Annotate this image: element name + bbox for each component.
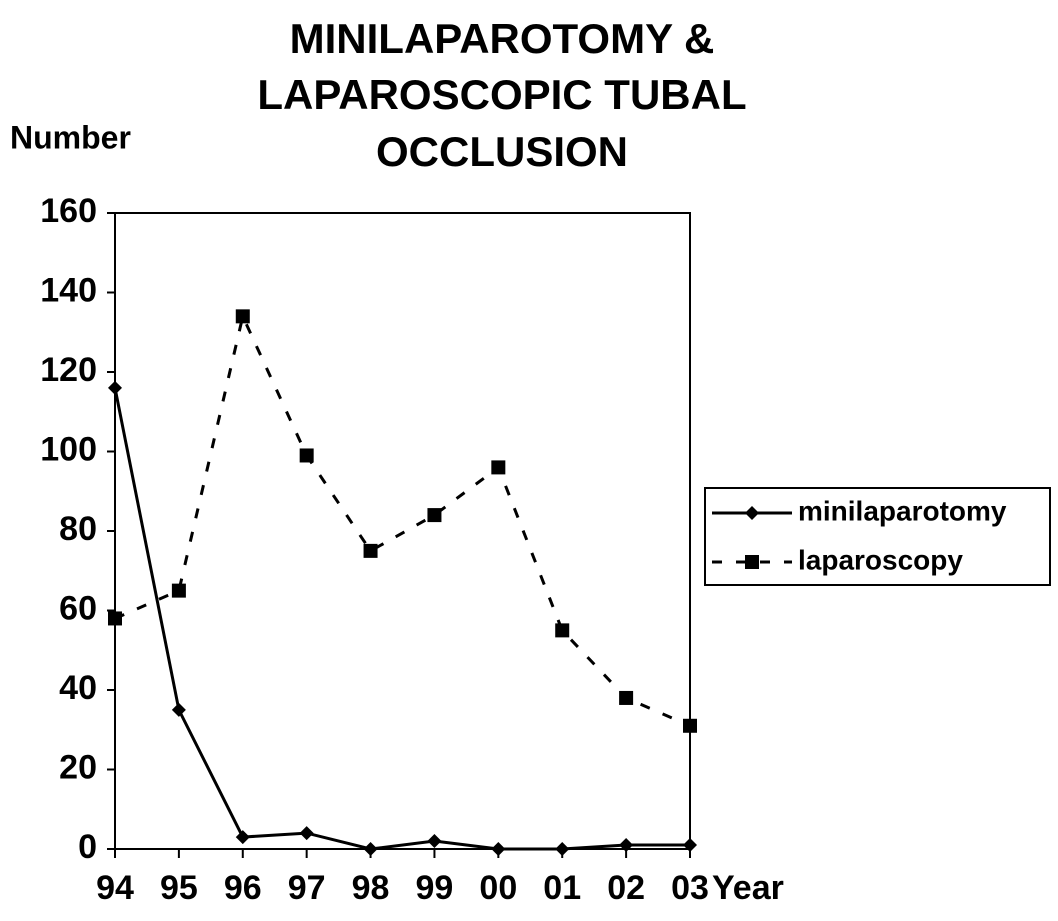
point [171,702,186,717]
legend-label: laparoscopy [798,544,963,575]
point [108,380,122,395]
y-tick-label: 0 [78,828,97,866]
y-tick-label: 120 [40,351,97,389]
point [235,830,250,845]
y-tick-label: 40 [59,669,97,707]
x-tick-label: 95 [160,869,198,907]
y-tick-label: 60 [59,589,97,627]
point [555,623,570,638]
series-line [114,311,691,728]
x-tick-label: 03 [671,869,709,907]
legend-label: minilaparotomy [798,495,1007,526]
x-tick-label: 02 [607,869,645,907]
y-tick-label: 140 [40,271,97,309]
x-tick-label: 99 [416,869,454,907]
y-axis-label: Number [10,119,131,155]
legend-box [704,487,1051,586]
point [171,583,186,598]
x-tick-label: 94 [96,869,134,907]
x-tick-label: 96 [224,869,262,907]
point [363,842,378,856]
y-tick-label: 80 [59,510,97,548]
point [619,838,634,853]
point [683,718,697,733]
point [299,826,314,841]
point [683,838,697,853]
x-tick-label: 98 [352,869,390,907]
point [745,506,759,520]
point [491,842,506,856]
point [108,611,122,626]
point [427,508,442,523]
point [619,690,634,705]
chart-title: LAPAROSCOPIC TUBAL [257,71,746,118]
chart-title: OCCLUSION [376,128,628,175]
point [235,309,250,324]
point [427,834,442,849]
point [491,460,506,475]
x-tick-label: 97 [288,869,326,907]
point [745,555,759,569]
chart-title: MINILAPAROTOMY & [290,15,715,62]
y-tick-label: 160 [40,192,97,230]
x-axis-label: Year [712,869,784,907]
point [363,543,378,558]
y-tick-label: 100 [40,430,97,468]
x-tick-label: 01 [543,869,581,907]
point [299,448,314,463]
x-tick-label: 00 [479,869,517,907]
y-tick-label: 20 [59,748,97,786]
series-line [113,387,690,851]
point [555,842,570,856]
